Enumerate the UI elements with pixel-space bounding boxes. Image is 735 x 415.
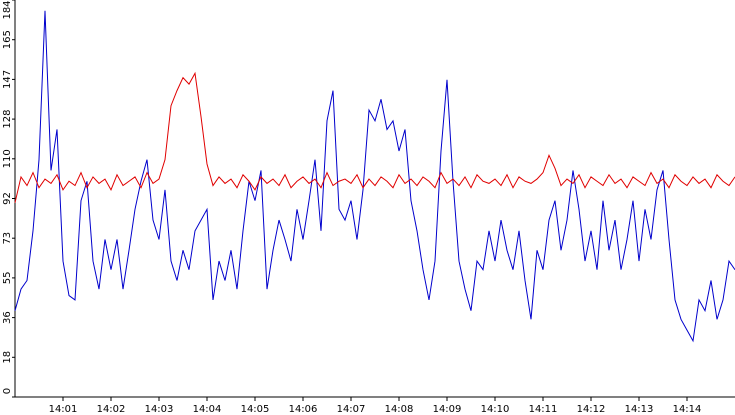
x-tick-label: 14:09 bbox=[433, 404, 462, 415]
y-tick-label: 92 bbox=[2, 192, 13, 205]
y-tick-label: 165 bbox=[2, 30, 13, 49]
x-tick-label: 14:08 bbox=[385, 404, 414, 415]
x-tick-label: 14:10 bbox=[481, 404, 510, 415]
x-tick-label: 14:11 bbox=[529, 404, 558, 415]
series-line bbox=[14, 10, 735, 343]
x-tick-label: 14:02 bbox=[97, 404, 126, 415]
series-line bbox=[14, 71, 735, 203]
x-tick-label: 14:05 bbox=[241, 404, 270, 415]
x-tick-label: 14:14 bbox=[673, 404, 702, 415]
y-tick-label: 147 bbox=[2, 70, 13, 89]
x-tick-label: 14:13 bbox=[625, 404, 654, 415]
y-tick-label: 0 bbox=[2, 388, 13, 394]
y-tick-label: 18 bbox=[2, 351, 13, 364]
x-tick-label: 14:03 bbox=[145, 404, 174, 415]
y-tick-label: 184 bbox=[2, 0, 13, 19]
x-tick-label: 14:06 bbox=[289, 404, 318, 415]
x-tick-label: 14:07 bbox=[337, 404, 366, 415]
x-tick-label: 14:01 bbox=[49, 404, 78, 415]
x-tick-label: 14:04 bbox=[193, 404, 222, 415]
y-tick-label: 73 bbox=[2, 232, 13, 245]
x-tick-label: 14:12 bbox=[577, 404, 606, 415]
y-tick-label: 36 bbox=[2, 311, 13, 324]
y-tick-label: 128 bbox=[2, 110, 13, 129]
y-tick-label: 55 bbox=[2, 272, 13, 285]
y-tick-label: 110 bbox=[2, 149, 13, 168]
